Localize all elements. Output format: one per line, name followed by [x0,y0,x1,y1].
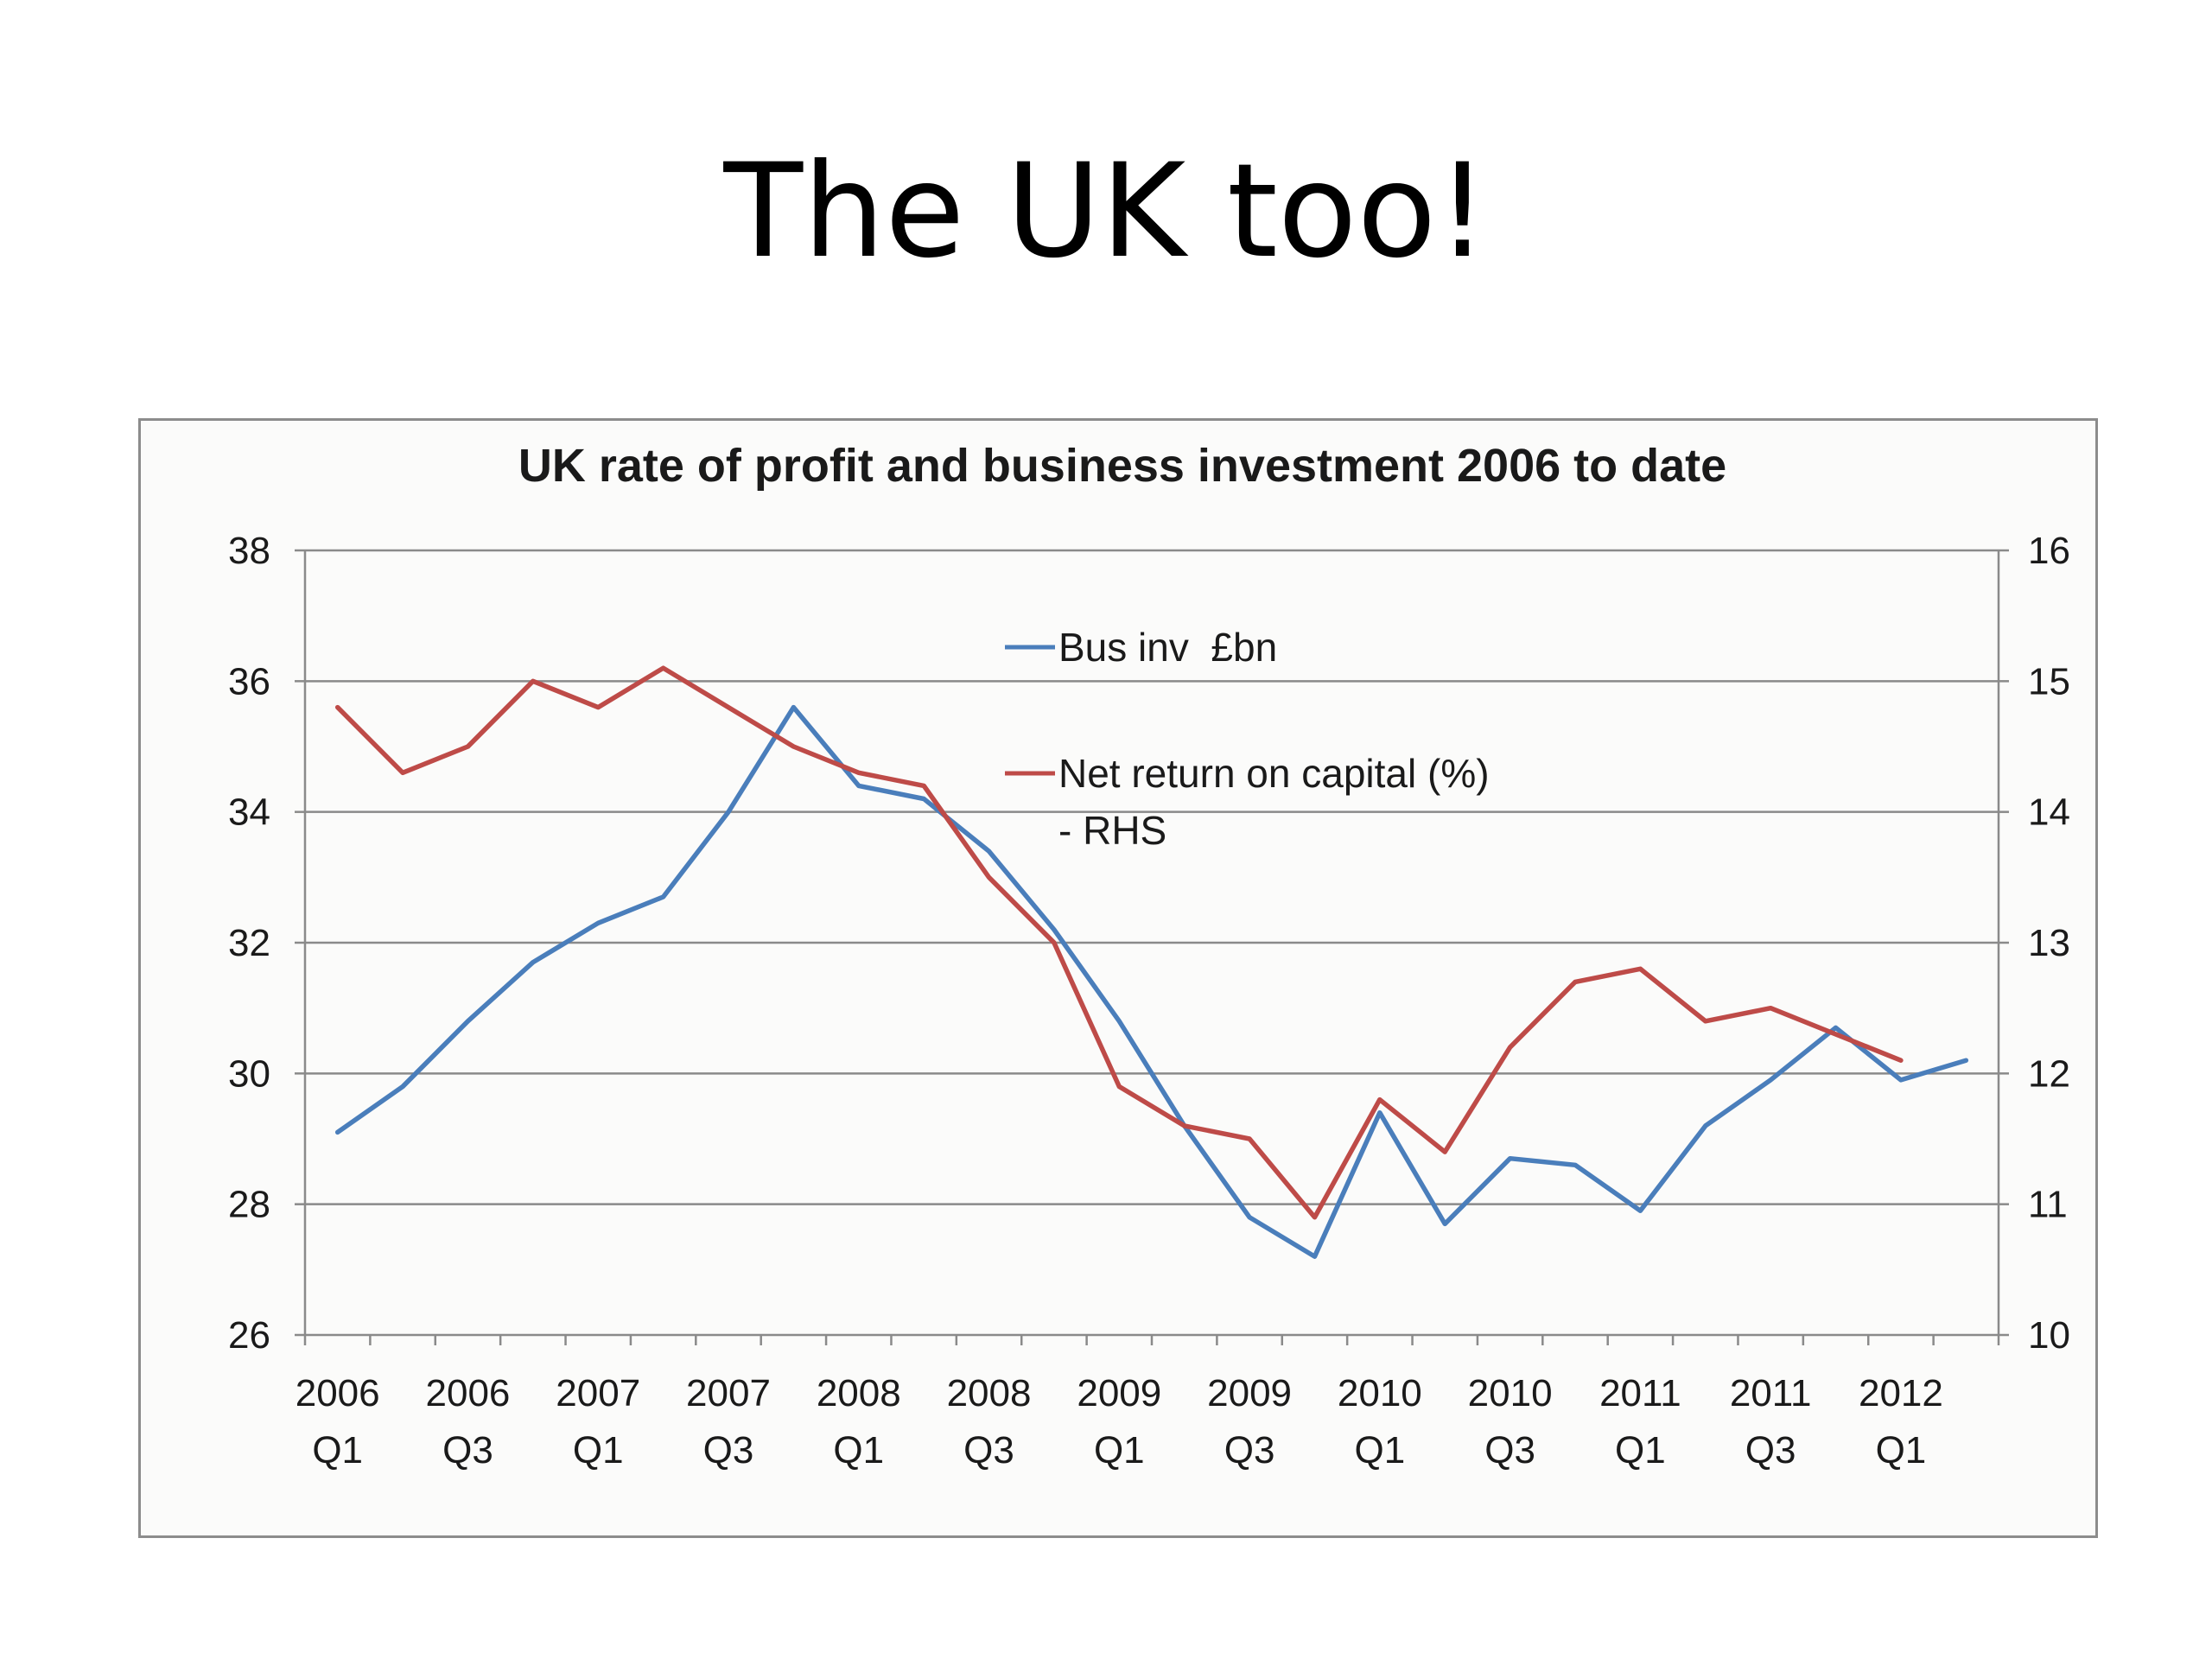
x-tick-label-quarter: Q3 [1484,1429,1535,1471]
right-tick-label: 16 [2028,530,2070,572]
legend-label-bus-inv: Bus inv £bn [1058,625,1277,670]
x-tick-label-quarter: Q3 [1745,1429,1796,1471]
x-tick-label-quarter: Q3 [1224,1429,1275,1471]
right-tick-label: 11 [2028,1184,2068,1226]
series-line-bus-inv [334,704,1969,1259]
x-tick-label-year: 2007 [556,1372,640,1414]
chart-title: UK rate of profit and business investmen… [518,440,1726,492]
x-tick-label-year: 2006 [426,1372,511,1414]
gridlines [305,549,1999,1205]
left-tick-label: 34 [228,791,270,834]
x-tick-label-quarter: Q1 [312,1429,363,1471]
x-tick-label-quarter: Q1 [1615,1429,1666,1471]
x-tick-label-year: 2008 [817,1372,901,1414]
x-tick-label-quarter: Q1 [1876,1429,1927,1471]
right-axis-ticks: 10 11 12 13 14 15 16 [1999,530,2070,1357]
x-tick-label-year: 2010 [1468,1372,1553,1414]
x-tick-label-quarter: Q1 [573,1429,624,1471]
x-tick-label-quarter: Q3 [963,1429,1014,1471]
legend-label-net-return-line2: - RHS [1058,808,1166,853]
x-tick-label-year: 2011 [1599,1372,1681,1414]
left-tick-label: 38 [228,530,270,572]
right-tick-label: 15 [2028,660,2070,702]
right-tick-label: 10 [2028,1314,2070,1357]
left-axis-ticks: 26 28 30 32 34 36 38 [228,530,305,1357]
right-tick-label: 14 [2028,791,2070,834]
x-tick-label-year: 2006 [296,1372,380,1414]
series-line-net-return [334,665,1904,1220]
right-tick-label: 13 [2028,922,2070,964]
chart-frame: UK rate of profit and business investmen… [138,418,2098,1538]
x-tick-label-year: 2009 [1207,1372,1292,1414]
x-tick-label-year: 2012 [1859,1372,1943,1414]
left-tick-label: 32 [228,922,270,964]
x-tick-label-year: 2010 [1338,1372,1422,1414]
x-tick-label-quarter: Q1 [1094,1429,1145,1471]
x-tick-label-quarter: Q3 [703,1429,754,1471]
x-tick-label-year: 2009 [1077,1372,1161,1414]
left-tick-label: 36 [228,660,270,702]
series-lines [334,665,1969,1259]
x-tick-label-quarter: Q1 [833,1429,884,1471]
x-axis-ticks: 2006 Q1 2006 Q3 2007 Q1 2007 Q3 2008 Q1 2008 Q3 2009… [296,1335,2000,1471]
x-tick-label-year: 2008 [947,1372,1032,1414]
legend: Bus inv £bn Net return on capital (%) - … [1005,625,1490,853]
slide-title: The UK too! [723,137,1489,287]
x-tick-label-year: 2007 [686,1372,771,1414]
x-tick-label-quarter: Q3 [442,1429,493,1471]
right-tick-label: 12 [2028,1052,2070,1095]
left-tick-label: 30 [228,1052,270,1095]
legend-label-net-return: Net return on capital (%) [1058,751,1490,796]
x-tick-label-year: 2011 [1730,1372,1812,1414]
left-tick-label: 28 [228,1184,270,1226]
chart-svg: UK rate of profit and business investmen… [228,440,2070,1471]
left-tick-label: 26 [228,1314,270,1357]
x-tick-label-quarter: Q1 [1354,1429,1405,1471]
